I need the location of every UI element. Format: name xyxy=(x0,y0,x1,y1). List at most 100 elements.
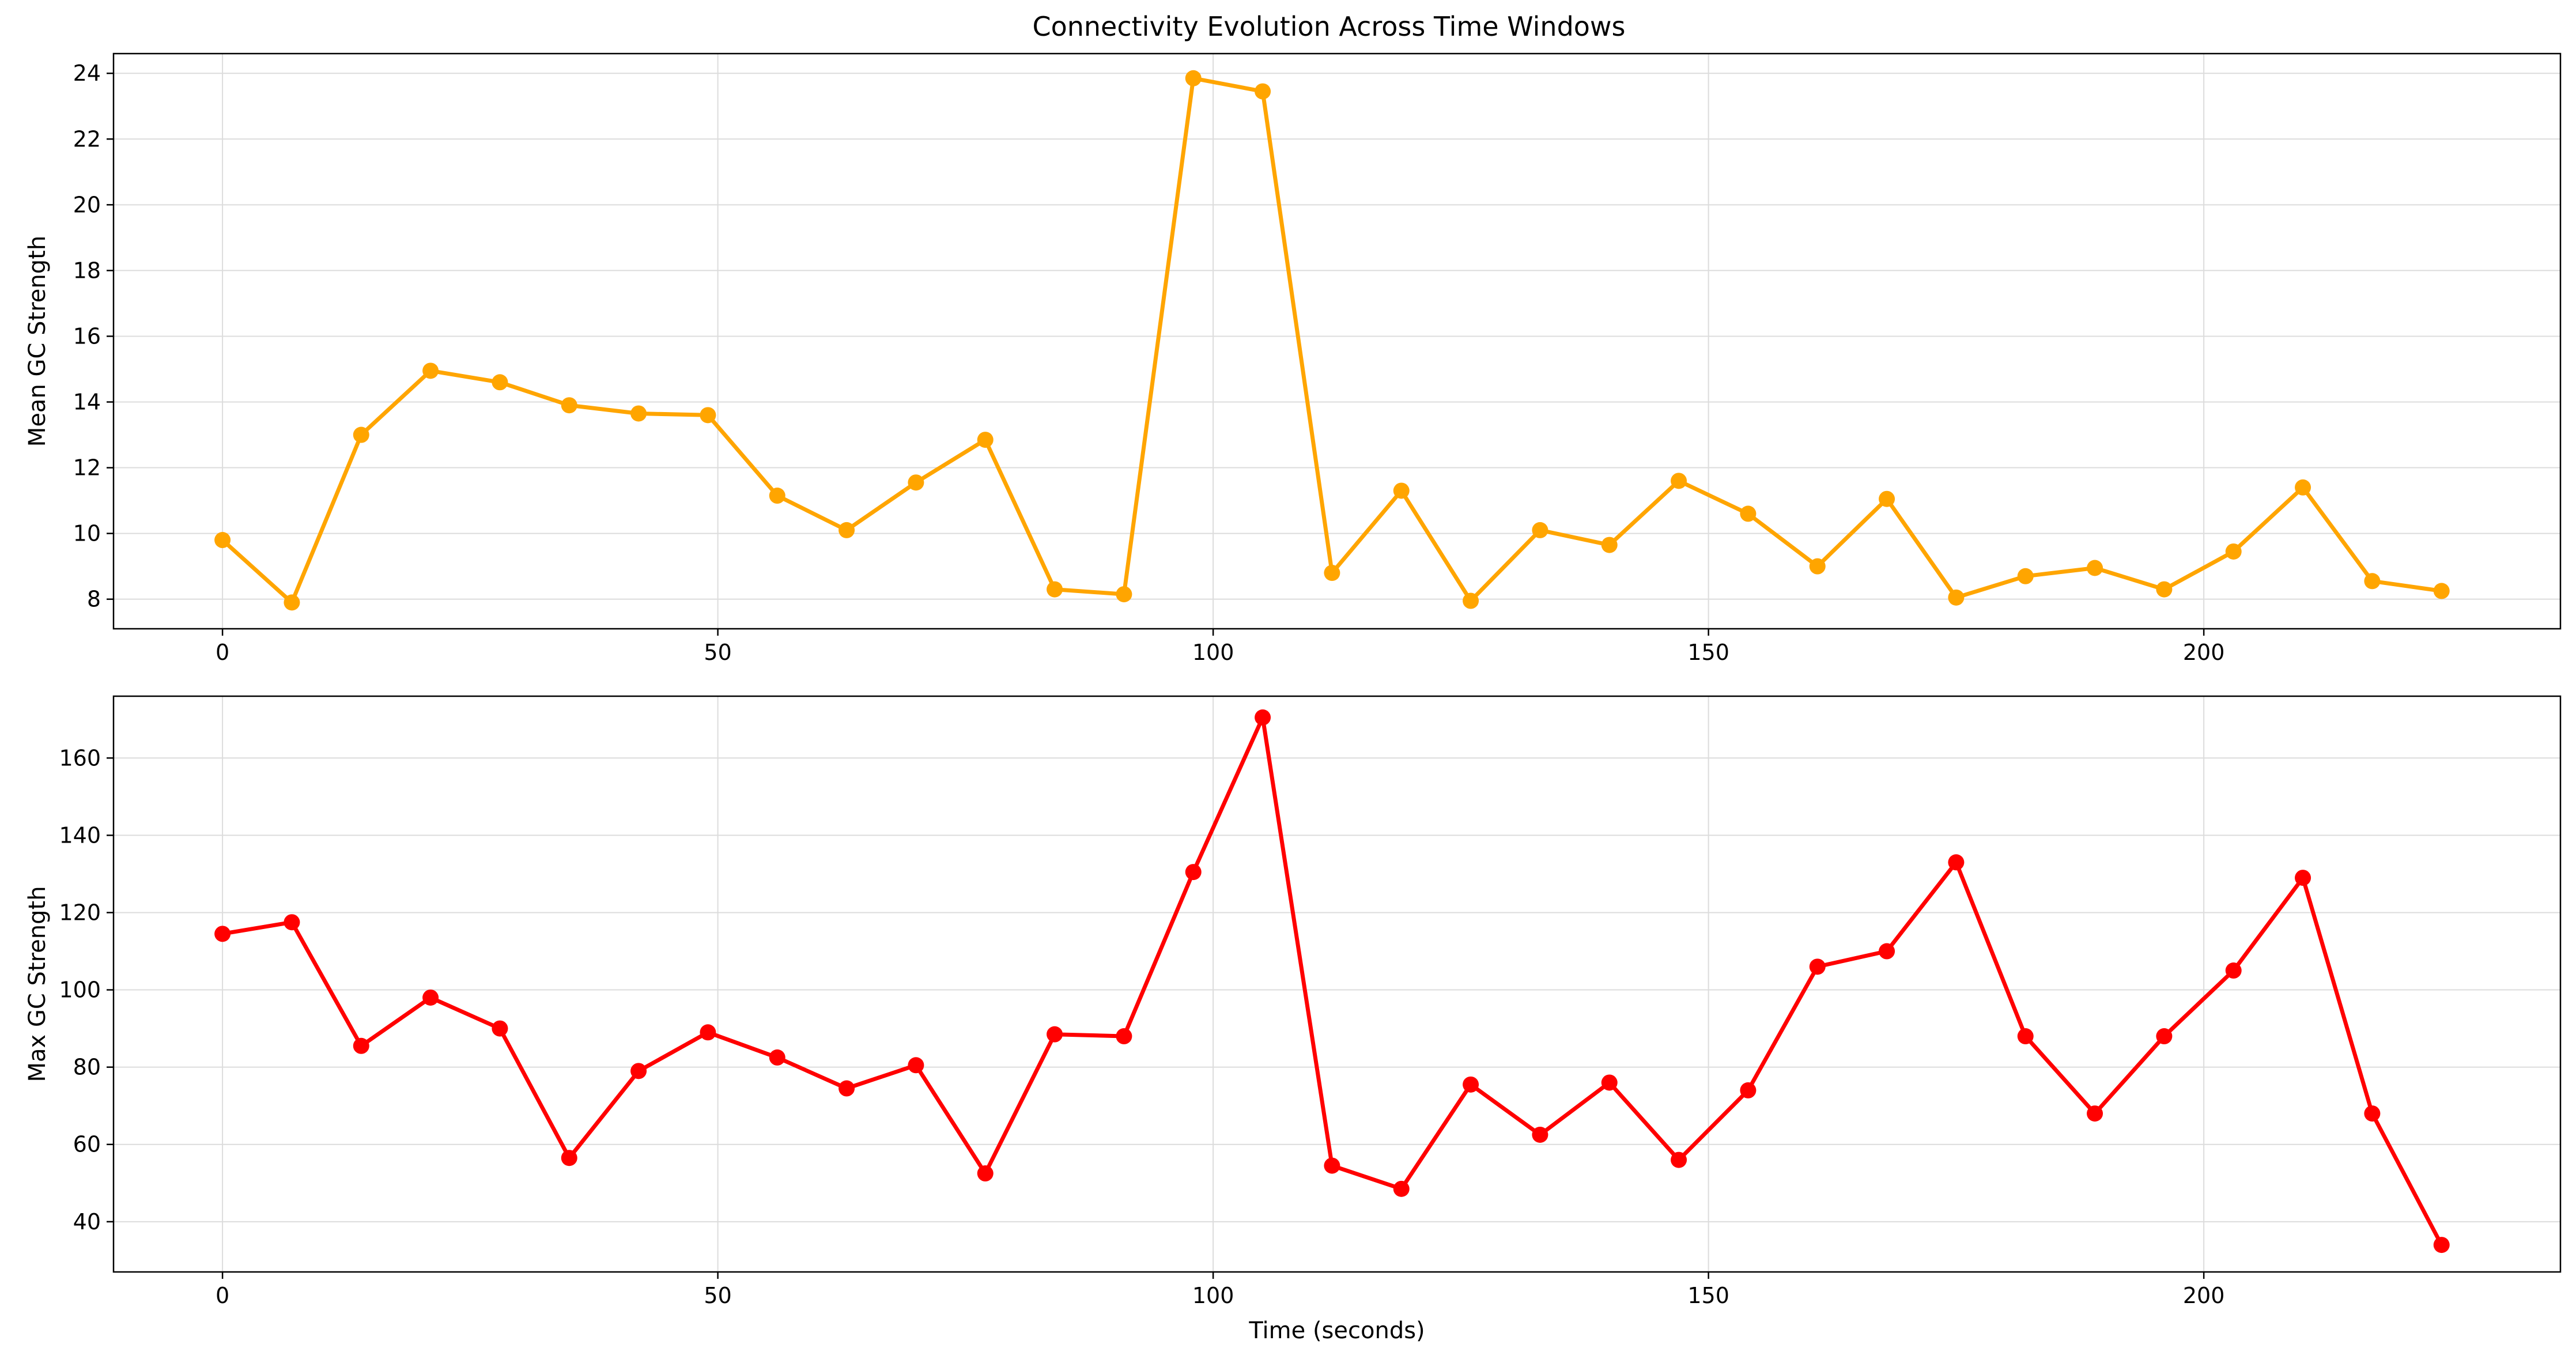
max-data-point xyxy=(353,1037,369,1054)
mean-data-point xyxy=(908,474,924,491)
mean-axes-frame xyxy=(112,52,2562,630)
max-data-point xyxy=(2156,1028,2173,1045)
mean-y-tick-label: 14 xyxy=(73,390,101,415)
mean-data-point xyxy=(492,374,508,391)
max-x-tick-label: 150 xyxy=(1687,1283,1729,1308)
mean-y-axis-label: Mean GC Strength xyxy=(24,236,51,447)
max-gc-strength-panel: 0 50 100 150 200 40 60 80 100 120 140 160 Max GC Str… xyxy=(24,695,2562,1344)
max-x-axis-label: Time (seconds) xyxy=(1248,1317,1425,1344)
mean-data-point xyxy=(1879,490,1895,507)
mean-data-point xyxy=(561,397,577,414)
max-data-point xyxy=(1948,854,1965,871)
max-data-point xyxy=(2017,1028,2034,1045)
mean-data-point xyxy=(1255,83,1271,100)
max-y-axis-label: Max GC Strength xyxy=(24,886,51,1082)
max-data-point xyxy=(561,1150,577,1166)
mean-y-tick-label: 24 xyxy=(73,61,101,86)
max-data-point xyxy=(1255,709,1271,726)
max-y-tick-label: 160 xyxy=(59,745,101,771)
mean-data-point xyxy=(838,522,855,538)
mean-data-point xyxy=(1185,70,1202,86)
max-data-point xyxy=(1879,943,1895,960)
max-data-point xyxy=(1740,1082,1757,1098)
max-x-tick-label: 0 xyxy=(216,1283,229,1308)
mean-y-tick-label: 12 xyxy=(73,455,101,481)
mean-data-point xyxy=(214,532,231,549)
mean-data-point xyxy=(630,405,647,422)
mean-data-point xyxy=(2225,543,2242,560)
mean-data-point xyxy=(1948,589,1965,606)
mean-data-point xyxy=(284,594,300,611)
max-data-point xyxy=(284,914,300,931)
max-data-point xyxy=(1809,958,1826,975)
mean-y-tick-label: 22 xyxy=(73,126,101,152)
max-data-point xyxy=(700,1024,716,1041)
mean-data-point xyxy=(977,432,994,448)
max-data-point xyxy=(630,1063,647,1079)
mean-data-point xyxy=(2156,581,2173,598)
mean-y-tick-label: 16 xyxy=(73,323,101,349)
mean-data-point xyxy=(1671,473,1687,489)
max-y-tick-label: 100 xyxy=(59,977,101,1003)
max-data-point xyxy=(2364,1105,2381,1122)
mean-y-tick-label: 20 xyxy=(73,192,101,217)
max-axes-frame xyxy=(112,695,2562,1273)
max-x-tick-label: 200 xyxy=(2183,1283,2225,1308)
max-data-point xyxy=(1185,864,1202,881)
mean-x-tick-label: 50 xyxy=(704,640,731,665)
max-data-point xyxy=(908,1057,924,1074)
mean-data-point xyxy=(422,363,439,379)
mean-data-point xyxy=(2017,568,2034,584)
max-data-point xyxy=(492,1020,508,1037)
max-y-tick-label: 60 xyxy=(73,1132,101,1157)
max-data-point xyxy=(1671,1151,1687,1168)
mean-y-tick-label: 18 xyxy=(73,258,101,283)
max-data-point xyxy=(1601,1074,1618,1091)
mean-data-point xyxy=(2433,583,2450,599)
mean-data-point xyxy=(1116,586,1132,603)
max-data-point xyxy=(769,1049,785,1066)
max-data-point xyxy=(2087,1105,2103,1122)
chart-title: Connectivity Evolution Across Time Windo… xyxy=(1032,11,1625,42)
max-y-tick-label: 120 xyxy=(59,900,101,925)
max-data-point xyxy=(2433,1237,2450,1253)
mean-x-tick-label: 200 xyxy=(2183,640,2225,665)
mean-data-point xyxy=(769,488,785,504)
mean-x-tick-label: 150 xyxy=(1687,640,1729,665)
max-y-tick-label: 40 xyxy=(73,1209,101,1234)
max-data-point xyxy=(838,1080,855,1097)
mean-data-point xyxy=(1393,482,1410,499)
mean-data-point xyxy=(700,407,716,424)
max-data-point xyxy=(1463,1076,1479,1093)
mean-y-tick-label: 10 xyxy=(73,521,101,546)
mean-x-tick-label: 100 xyxy=(1192,640,1234,665)
mean-data-point xyxy=(1532,522,1548,538)
mean-data-point xyxy=(2295,479,2311,496)
mean-data-point xyxy=(1601,537,1618,553)
max-x-tick-label: 100 xyxy=(1192,1283,1234,1308)
mean-data-point xyxy=(2364,573,2381,590)
mean-gc-strength-panel: 0 50 100 150 200 8 10 12 14 16 18 20 22 24 Mean GC Str… xyxy=(24,52,2562,665)
mean-x-tick-label: 0 xyxy=(216,640,229,665)
mean-data-point xyxy=(1047,581,1063,598)
mean-data-point xyxy=(2087,560,2103,576)
max-data-point xyxy=(2225,962,2242,979)
mean-data-point xyxy=(1463,592,1479,609)
mean-data-point xyxy=(353,426,369,443)
mean-data-point xyxy=(1740,505,1757,522)
max-y-tick-label: 80 xyxy=(73,1055,101,1080)
max-data-point xyxy=(1393,1180,1410,1197)
max-y-tick-label: 140 xyxy=(59,822,101,848)
max-data-point xyxy=(1324,1157,1340,1174)
max-data-point xyxy=(977,1165,994,1182)
max-data-point xyxy=(422,989,439,1006)
max-data-point xyxy=(1047,1026,1063,1043)
max-data-point xyxy=(1532,1126,1548,1143)
max-data-point xyxy=(1116,1028,1132,1045)
max-x-tick-label: 50 xyxy=(704,1283,731,1308)
mean-y-tick-label: 8 xyxy=(87,587,101,612)
max-data-point xyxy=(214,926,231,942)
mean-data-point xyxy=(1809,558,1826,575)
